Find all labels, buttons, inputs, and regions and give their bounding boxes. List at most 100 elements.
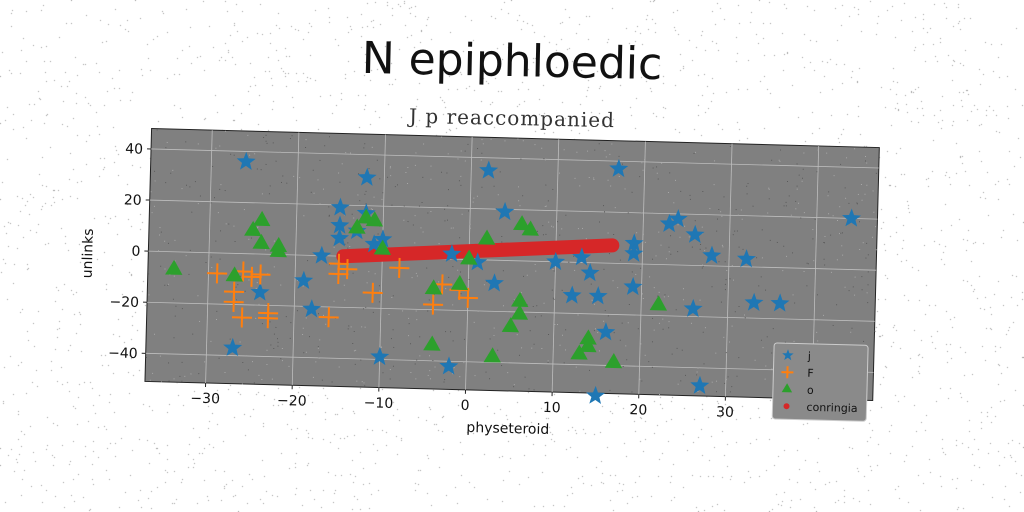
speckle-dot (173, 275, 175, 277)
speckle-dot (746, 193, 748, 195)
speckle-dot (257, 226, 259, 228)
speckle-dot (765, 289, 767, 291)
speckle-dot (381, 346, 383, 348)
speckle-dot (277, 338, 279, 340)
speckle-dot (216, 310, 218, 312)
speckle-dot (709, 208, 711, 210)
speckle-dot (864, 160, 866, 162)
speckle-dot (502, 270, 504, 272)
speckle-dot (189, 249, 191, 251)
speckle-dot (772, 328, 774, 330)
speckle-dot (844, 187, 846, 189)
speckle-dot (641, 293, 643, 295)
speckle-dot (379, 290, 381, 292)
speckle-dot (247, 369, 249, 371)
speckle-dot (333, 300, 335, 302)
speckle-dot (715, 352, 717, 354)
speckle-dot (785, 201, 787, 203)
speckle-dot (407, 221, 409, 223)
speckle-dot (736, 230, 738, 232)
speckle-dot (608, 253, 610, 255)
speckle-dot (796, 163, 798, 165)
speckle-dot (154, 180, 156, 182)
speckle-dot (702, 331, 704, 333)
speckle-dot (610, 185, 612, 187)
speckle-dot (452, 266, 454, 268)
speckle-dot (165, 147, 167, 149)
speckle-dot (501, 236, 503, 238)
speckle-dot (416, 359, 418, 361)
speckle-dot (699, 299, 701, 301)
speckle-dot (273, 347, 275, 350)
y-axis-label: unlinks (80, 228, 97, 278)
speckle-dot (457, 158, 459, 160)
speckle-dot (446, 219, 448, 221)
speckle-dot (817, 149, 819, 151)
speckle-dot (310, 191, 312, 193)
speckle-dot (382, 372, 384, 374)
legend-marker-o (781, 383, 793, 393)
speckle-dot (702, 190, 704, 192)
speckle-dot (593, 330, 595, 332)
speckle-dot (247, 134, 249, 136)
speckle-dot (724, 261, 726, 263)
speckle-dot (718, 261, 720, 263)
speckle-dot (148, 273, 150, 275)
speckle-dot (618, 155, 620, 157)
speckle-dot (489, 338, 491, 340)
point-j (683, 298, 703, 318)
speckle-dot (199, 195, 201, 197)
speckle-dot (418, 205, 420, 207)
point-j (562, 285, 582, 304)
speckle-dot (361, 381, 363, 383)
speckle-dot (806, 285, 808, 287)
speckle-dot (579, 185, 581, 187)
speckle-dot (427, 374, 429, 376)
speckle-dot (651, 212, 653, 214)
speckle-dot (836, 304, 838, 306)
speckle-dot (167, 242, 169, 244)
speckle-dot (501, 365, 503, 367)
speckle-dot (481, 186, 483, 188)
speckle-dot (677, 383, 679, 385)
speckle-dot (529, 330, 531, 332)
speckle-dot (740, 209, 742, 211)
speckle-dot (558, 172, 560, 174)
speckle-dot (181, 380, 183, 382)
point-j (690, 375, 710, 395)
point-j (596, 322, 616, 341)
speckle-dot (184, 375, 186, 377)
speckle-dot (793, 340, 795, 342)
speckle-dot (444, 208, 446, 210)
speckle-dot (256, 168, 258, 170)
speckle-dot (803, 271, 805, 273)
speckle-dot (382, 192, 384, 194)
speckle-dot (640, 267, 642, 269)
point-F (337, 259, 358, 280)
speckle-dot (522, 195, 524, 197)
speckle-dot (438, 243, 440, 245)
speckle-dot (669, 172, 671, 174)
point-j (668, 209, 688, 228)
legend: jFo conringia (771, 342, 869, 422)
speckle-dot (541, 147, 543, 149)
speckle-dot (732, 279, 735, 281)
speckle-dot (563, 362, 565, 364)
speckle-dot (841, 245, 843, 247)
speckle-dot (357, 194, 359, 196)
point-F (231, 307, 253, 328)
speckle-dot (744, 317, 746, 319)
speckle-dot (725, 279, 727, 281)
speckle-dot (612, 280, 614, 282)
point-F (389, 257, 410, 278)
speckle-dot (577, 314, 579, 316)
speckle-dot (419, 355, 421, 357)
speckle-dot (445, 331, 447, 333)
speckle-dot (329, 136, 331, 138)
speckle-dot (463, 362, 465, 364)
speckle-dot (339, 181, 341, 183)
speckle-dot (652, 258, 654, 260)
point-F (223, 291, 244, 312)
speckle-dot (361, 326, 363, 328)
speckle-dot (732, 234, 734, 236)
